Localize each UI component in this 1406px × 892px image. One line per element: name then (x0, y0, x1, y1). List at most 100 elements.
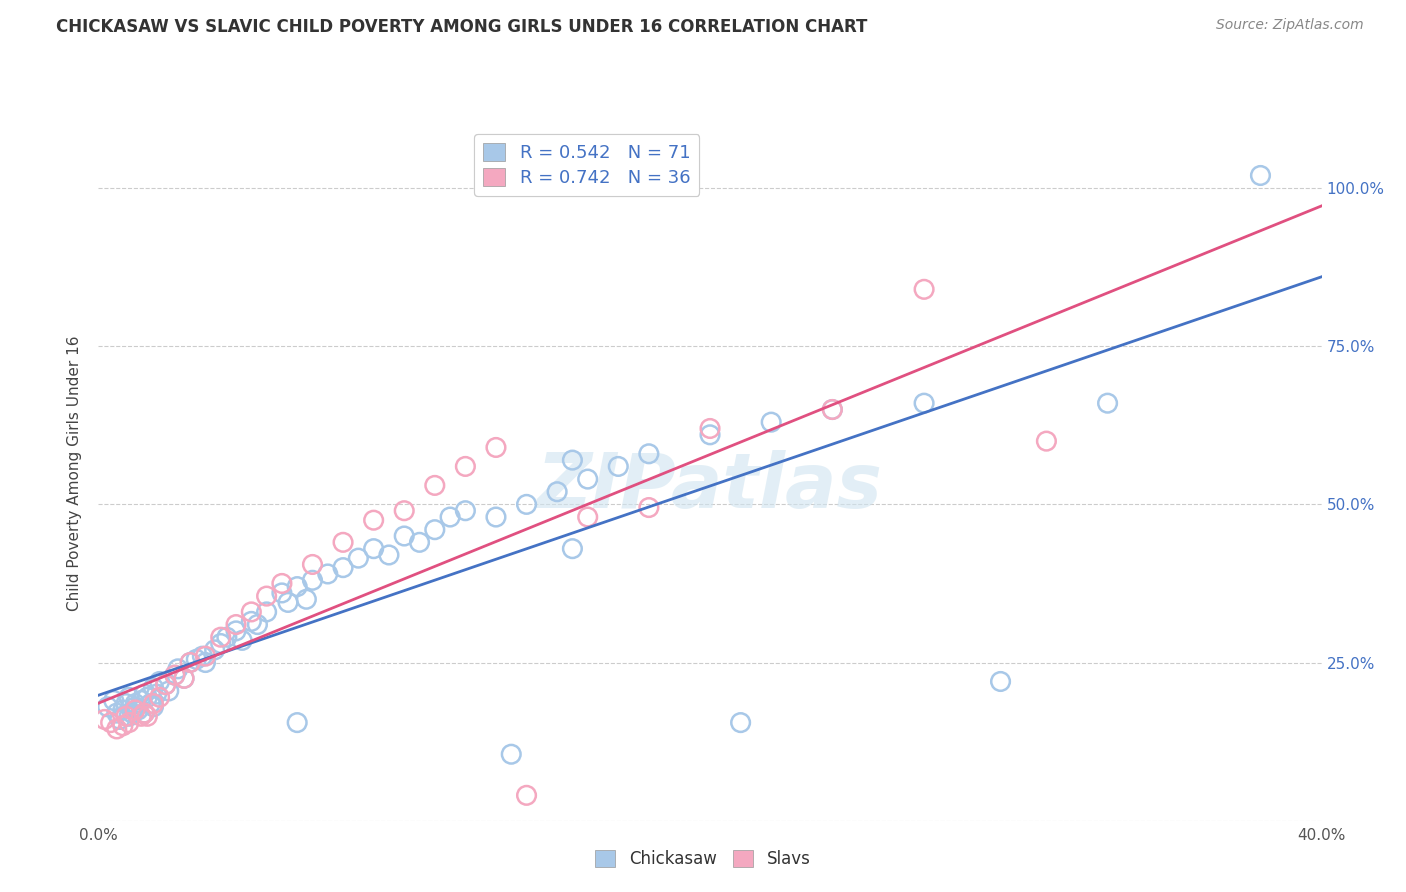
Point (134, 706, 156, 720)
Point (209, 636, 232, 650)
Point (225, 624, 247, 638)
Point (576, 472, 599, 486)
Point (134, 687, 156, 701)
Point (157, 684, 180, 698)
Legend: R = 0.542   N = 71, R = 0.742   N = 36: R = 0.542 N = 71, R = 0.742 N = 36 (474, 134, 699, 196)
Point (1097, 396, 1119, 410)
Point (179, 656, 201, 670)
Point (163, 668, 186, 682)
Point (155, 678, 177, 692)
Point (561, 541, 583, 556)
Point (270, 576, 292, 591)
Point (136, 709, 159, 723)
Point (277, 595, 299, 609)
Point (699, 427, 721, 442)
Point (990, 674, 1012, 689)
Point (149, 690, 172, 705)
Point (155, 678, 177, 692)
Point (103, 693, 125, 707)
Point (408, 535, 430, 549)
Point (111, 703, 134, 717)
Point (699, 421, 721, 435)
Point (240, 605, 263, 619)
Point (347, 551, 370, 566)
Point (129, 709, 152, 723)
Point (363, 513, 385, 527)
Point (124, 703, 146, 717)
Point (215, 630, 238, 644)
Text: ZIPatlas: ZIPatlas (537, 450, 883, 524)
Point (167, 662, 190, 676)
Point (821, 402, 844, 417)
Point (730, 715, 752, 730)
Point (108, 713, 131, 727)
Point (316, 566, 339, 581)
Point (194, 649, 217, 664)
Point (516, 789, 538, 803)
Point (485, 441, 508, 455)
Point (912, 396, 935, 410)
Point (423, 523, 446, 537)
Point (194, 656, 217, 670)
Point (225, 617, 247, 632)
Point (105, 706, 128, 720)
Point (204, 643, 226, 657)
Point (142, 697, 165, 711)
Point (111, 719, 134, 733)
Point (256, 589, 278, 603)
Point (134, 706, 156, 720)
Point (301, 574, 323, 588)
Point (637, 500, 661, 515)
Point (186, 652, 208, 666)
Point (295, 592, 318, 607)
Point (173, 671, 195, 685)
Point (454, 504, 477, 518)
Legend: Chickasaw, Slavs: Chickasaw, Slavs (589, 843, 817, 875)
Point (256, 605, 278, 619)
Point (139, 697, 162, 711)
Point (124, 697, 146, 711)
Point (392, 529, 416, 543)
Text: Source: ZipAtlas.com: Source: ZipAtlas.com (1216, 18, 1364, 32)
Point (332, 535, 354, 549)
Point (179, 656, 201, 670)
Point (209, 630, 232, 644)
Point (301, 558, 323, 572)
Point (115, 697, 138, 711)
Point (1249, 169, 1271, 183)
Point (124, 699, 146, 714)
Point (561, 453, 583, 467)
Point (100, 715, 122, 730)
Point (136, 690, 159, 705)
Point (118, 715, 141, 730)
Point (439, 510, 461, 524)
Point (607, 459, 630, 474)
Point (115, 709, 138, 723)
Point (129, 693, 152, 707)
Point (270, 586, 292, 600)
Point (546, 484, 568, 499)
Point (142, 699, 165, 714)
Point (378, 548, 401, 562)
Point (121, 706, 143, 720)
Point (118, 709, 141, 723)
Point (149, 674, 172, 689)
Point (637, 447, 661, 461)
Point (285, 580, 308, 594)
Y-axis label: Child Poverty Among Girls Under 16: Child Poverty Among Girls Under 16 (67, 335, 83, 610)
Point (191, 649, 214, 664)
Point (127, 703, 149, 717)
Point (231, 633, 253, 648)
Point (454, 459, 477, 474)
Point (105, 722, 128, 736)
Point (363, 541, 385, 556)
Point (173, 671, 195, 685)
Point (485, 510, 508, 524)
Point (821, 402, 844, 417)
Point (240, 615, 263, 629)
Point (118, 690, 141, 705)
Point (97, 699, 120, 714)
Point (1035, 434, 1057, 449)
Point (93, 713, 115, 727)
Point (516, 497, 538, 511)
